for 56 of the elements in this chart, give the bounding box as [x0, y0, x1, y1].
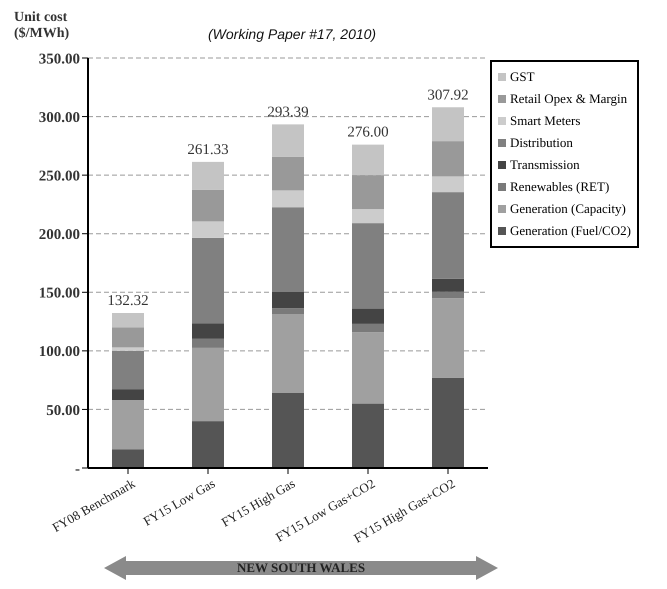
total-label: 293.39 — [267, 104, 309, 120]
bar — [352, 223, 384, 309]
bar — [432, 278, 464, 292]
y-tick-label: 50.00 — [46, 402, 80, 419]
y-tick-label: 100.00 — [38, 344, 80, 360]
text: NEW SOUTH WALES — [236, 560, 366, 576]
bar — [432, 176, 464, 192]
bar — [272, 207, 304, 292]
bar — [352, 324, 384, 332]
bar — [192, 338, 224, 348]
legend-label: Transmission — [510, 156, 580, 174]
bar — [272, 308, 304, 314]
text: (Working Paper #17, 2010) — [208, 26, 376, 42]
bar — [432, 107, 464, 142]
bar — [272, 124, 304, 157]
legend-label: Generation (Capacity) — [510, 200, 626, 218]
total-label: 132.32 — [107, 292, 149, 309]
legend-label: Generation (Fuel/CO2) — [510, 222, 631, 240]
x-tick-label: FY15 Low Gas — [140, 476, 218, 529]
bar — [192, 421, 224, 468]
y-tick-label: 150.00 — [38, 286, 80, 302]
y-tick-label: 350.00 — [38, 51, 80, 68]
legend-label: Smart Meters — [510, 112, 580, 130]
bar — [192, 323, 224, 339]
y-axis-title: Unit cost ($/MWh) — [14, 10, 70, 42]
bar — [192, 190, 224, 222]
bar — [112, 347, 144, 351]
y-tick-label: 250.00 — [38, 168, 80, 184]
bar — [112, 350, 144, 390]
bar — [112, 327, 144, 348]
legend-label: Retail Opex & Margin — [510, 90, 628, 108]
bar — [112, 390, 144, 400]
bar — [352, 308, 384, 324]
bar — [432, 192, 464, 279]
legend-label: Renewables (RET) — [510, 178, 610, 196]
bar — [272, 190, 304, 208]
y-tick-label: 200.00 — [38, 227, 80, 244]
total-label: 276.00 — [347, 124, 389, 141]
y-tick-label: 300.00 — [38, 110, 80, 126]
bar — [352, 404, 384, 468]
bar — [432, 378, 464, 468]
bar — [112, 449, 144, 468]
bar — [432, 292, 464, 298]
total-label: 307.92 — [427, 87, 469, 104]
bar — [192, 238, 224, 324]
bar — [112, 312, 144, 328]
bar — [352, 209, 384, 224]
total-label: 261.33 — [187, 142, 229, 158]
y-tick-label: - — [75, 461, 80, 478]
bar — [272, 393, 304, 468]
bar — [192, 162, 224, 190]
legend-label: Distribution — [510, 134, 573, 152]
bar — [192, 221, 224, 238]
legend-label: GST — [510, 68, 535, 86]
bar — [272, 292, 304, 308]
bar — [352, 144, 384, 176]
